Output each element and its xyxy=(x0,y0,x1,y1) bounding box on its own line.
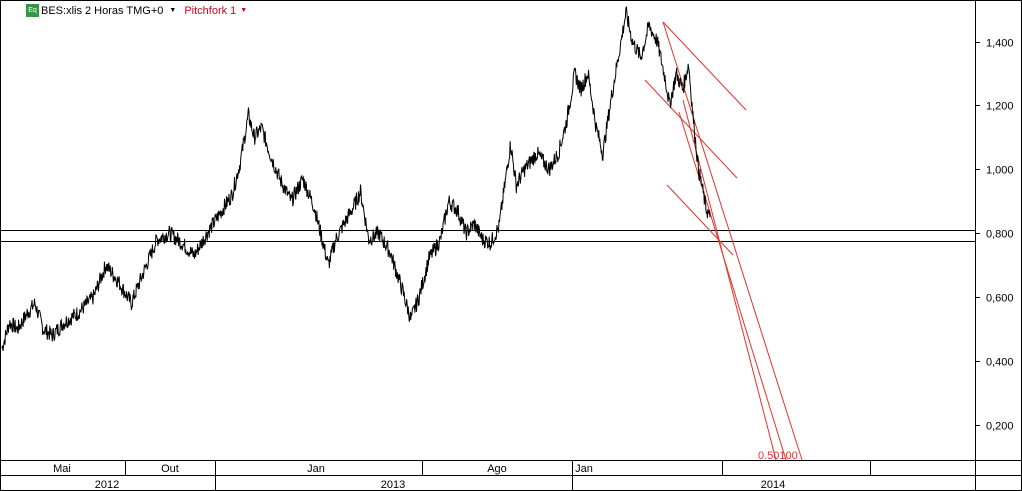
month-label: Jan xyxy=(575,463,593,475)
pitchfork-handle-median xyxy=(678,111,787,461)
y-tick-label: 1,400 xyxy=(986,38,1014,50)
year-label: 2013 xyxy=(381,479,405,491)
symbol-label[interactable]: BES:xlis 2 Horas TMG+0 xyxy=(41,4,164,17)
caret-down-icon[interactable]: ▼ xyxy=(169,7,177,14)
pitchfork-handle-upper xyxy=(662,21,803,461)
y-tick-label: 0,200 xyxy=(986,421,1014,433)
year-label: 2012 xyxy=(95,479,119,491)
chart-legend[interactable]: Eq BES:xlis 2 Horas TMG+0 ▼ Pitchfork 1 … xyxy=(26,3,247,18)
price-series xyxy=(1,6,711,351)
pitchfork-study: 0.50100 xyxy=(644,21,803,462)
month-label: Jan xyxy=(307,463,325,475)
pitchfork-value-label: 0.50100 xyxy=(758,450,798,462)
y-tick-label: 0,800 xyxy=(986,229,1014,241)
y-tick-label: 1,000 xyxy=(986,165,1014,177)
caret-down-icon[interactable]: ▼ xyxy=(240,7,248,14)
x-axis: Mai Out Jan Ago Jan 2012 2013 2014 xyxy=(53,460,976,491)
price-line xyxy=(1,6,711,351)
pitchfork-upper-line xyxy=(662,21,747,111)
pitchfork-handle-lower xyxy=(682,99,777,461)
year-label: 2014 xyxy=(761,479,785,491)
y-tick-label: 0,600 xyxy=(986,293,1014,305)
y-axis: 0,200 0,400 0,600 0,800 1,000 1,200 1,400 xyxy=(975,38,1014,433)
pitchfork-label[interactable]: Pitchfork 1 xyxy=(184,4,237,17)
y-tick-label: 0,400 xyxy=(986,357,1014,369)
pitchfork-lower-line xyxy=(666,184,734,256)
month-label: Mai xyxy=(53,463,71,475)
month-label: Out xyxy=(161,463,179,475)
y-tick-label: 1,200 xyxy=(986,101,1014,113)
month-label: Ago xyxy=(487,463,507,475)
equity-badge: Eq xyxy=(26,4,39,17)
